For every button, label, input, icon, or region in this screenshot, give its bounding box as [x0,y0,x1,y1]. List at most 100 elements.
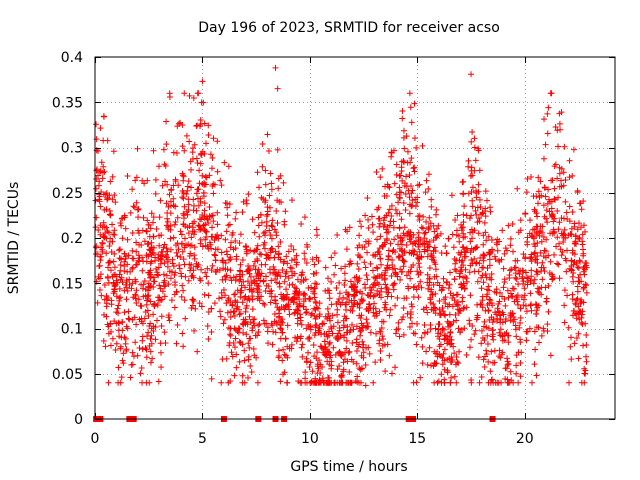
data-point [517,217,524,224]
data-point [465,163,472,170]
data-point [150,278,157,285]
data-point [483,274,490,281]
data-point [460,280,467,287]
data-point [147,271,154,278]
data-point [575,355,582,362]
data-point [146,284,153,291]
data-point [172,218,179,225]
data-point [117,267,124,274]
data-point [461,203,468,210]
data-point [205,220,212,227]
data-point [278,318,285,325]
data-point [386,184,393,191]
data-point [383,229,390,236]
data-point [514,257,521,264]
data-point [507,368,514,375]
data-point [447,329,454,336]
data-point [528,267,535,274]
data-point [197,121,204,128]
data-point [389,266,396,273]
data-point [414,252,421,259]
data-point [325,310,332,317]
data-point [390,218,397,225]
data-point [531,276,538,283]
data-point [520,302,527,309]
data-point [444,367,451,374]
data-point [329,312,336,319]
data-point [425,226,432,233]
data-point [381,276,388,283]
data-point [481,219,488,226]
data-point [174,321,181,328]
data-point [473,259,480,266]
data-point [501,250,508,257]
data-point [439,354,446,361]
data-point [104,137,111,144]
data-point [516,271,523,278]
data-point [181,297,188,304]
data-point [356,232,363,239]
data-point [134,206,141,213]
data-point [150,233,157,240]
data-point [236,358,243,365]
data-point [537,223,544,230]
data-point [301,214,308,221]
data-point [565,379,572,386]
data-point [324,287,331,294]
data-point [94,148,101,155]
data-point [409,197,416,204]
data-point [92,244,99,251]
data-point [578,298,585,305]
data-point [377,233,384,240]
data-point [494,236,501,243]
data-point [205,309,212,316]
data-point [517,227,524,234]
data-point [412,196,419,203]
data-point [388,213,395,220]
data-point [145,329,152,336]
data-point [202,228,209,235]
data-point [170,234,177,241]
data-point [246,265,253,272]
data-point [172,176,179,183]
data-point [113,309,120,316]
data-point [478,327,485,334]
data-point [232,245,239,252]
data-point [411,283,418,290]
data-point [313,254,320,261]
data-point [478,301,485,308]
data-point [203,174,210,181]
data-point [307,323,314,330]
data-point [288,197,295,204]
data-point [475,230,482,237]
data-point [561,226,568,233]
data-point [218,182,225,189]
data-point [282,273,289,280]
data-point [498,293,505,300]
data-point [116,271,123,278]
data-point [261,301,268,308]
data-point [231,313,238,320]
data-point [560,169,567,176]
data-point [431,259,438,266]
data-point [229,302,236,309]
data-point [92,197,99,204]
data-point [360,349,367,356]
data-point [524,238,531,245]
data-point [375,248,382,255]
data-point [129,264,136,271]
data-point [531,328,538,335]
data-point [179,330,186,337]
data-point [378,288,385,295]
data-point [452,312,459,319]
data-point [255,329,262,336]
data-point [368,213,375,220]
data-point [499,349,506,356]
data-point [157,260,164,267]
data-point [209,224,216,231]
data-point [482,207,489,214]
data-point [431,244,438,251]
data-point [241,295,248,302]
data-point [425,285,432,292]
data-point [558,177,565,184]
